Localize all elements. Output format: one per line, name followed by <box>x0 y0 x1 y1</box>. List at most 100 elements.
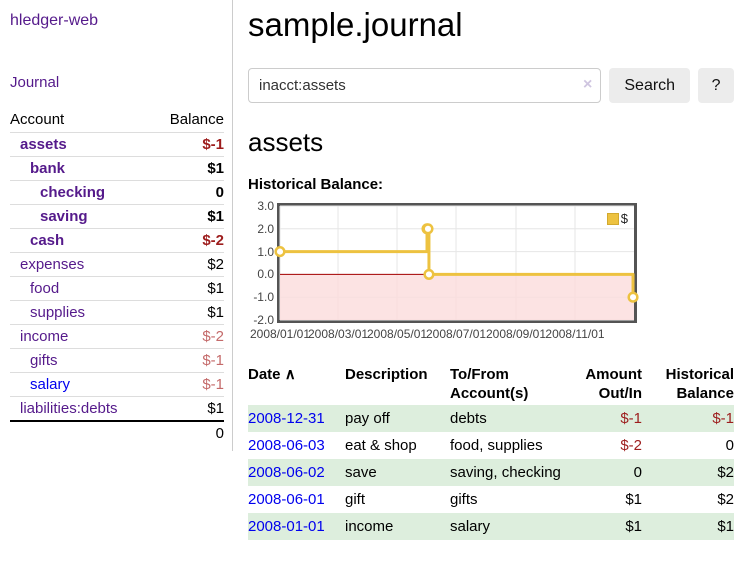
header-description: Description <box>345 366 428 383</box>
account-link[interactable]: expenses <box>20 256 85 273</box>
transaction-row: 2008-06-02 save saving, checking 0 $2 <box>248 459 734 486</box>
header-balance: Historical Balance <box>665 366 734 402</box>
y-axis-tick-label: 3.0 <box>257 199 274 213</box>
y-axis-tick-label: 1.0 <box>257 244 274 259</box>
sidebar-account-row: bank $1 <box>10 156 224 180</box>
search-help-button[interactable]: ? <box>698 68 734 103</box>
account-balance: $-2 <box>202 328 224 345</box>
account-balance: $1 <box>207 304 224 321</box>
search-form: × Search ? <box>248 68 734 103</box>
header-date[interactable]: Date ∧ <box>248 366 296 383</box>
transaction-balance: $-1 <box>712 410 734 427</box>
account-link[interactable]: saving <box>40 208 88 225</box>
chart-plot-area: $ <box>274 203 639 323</box>
account-heading: assets <box>248 127 324 157</box>
account-link[interactable]: cash <box>30 232 65 249</box>
transactions-header-row: Date ∧ Description To/From Account(s) Am… <box>248 363 734 405</box>
historical-balance-chart: $ 3.0 2.0 1.0 0.0 -1.0 -2.0 2008/01/01 2008/03/… <box>248 198 734 343</box>
legend-swatch-icon <box>606 212 619 225</box>
sidebar-account-row: checking 0 <box>10 180 224 204</box>
sidebar-account-row: food $1 <box>10 276 224 300</box>
account-link[interactable]: checking <box>40 184 106 201</box>
transaction-row: 2008-06-03 eat & shop food, supplies $-2 0 <box>248 432 734 459</box>
sidebar-account-row: assets $-1 <box>10 132 224 156</box>
transaction-amount: $1 <box>625 491 642 508</box>
transaction-amount: $-1 <box>620 410 642 427</box>
transaction-row: 2008-12-31 pay off debts $-1 $-1 <box>248 405 734 432</box>
transaction-accounts: food, supplies <box>450 437 543 454</box>
x-axis-tick-label: 2008/11/01 <box>545 327 605 341</box>
sidebar-account-row: salary $-1 <box>10 372 224 396</box>
account-balance: $1 <box>207 280 224 297</box>
account-balance: $2 <box>207 256 224 273</box>
chart-title: Historical Balance: <box>248 176 384 193</box>
sidebar-account-row: supplies $1 <box>10 300 224 324</box>
app-brand-link[interactable]: hledger-web <box>10 12 99 29</box>
transaction-accounts: gifts <box>450 491 478 508</box>
account-link[interactable]: gifts <box>30 352 58 369</box>
account-link[interactable]: bank <box>30 160 66 177</box>
transaction-balance: $1 <box>717 518 734 535</box>
account-link[interactable]: salary <box>30 376 71 393</box>
transaction-row: 2008-06-01 gift gifts $1 $2 <box>248 486 734 513</box>
sidebar: hledger-web Journal Account Balance asse… <box>0 0 233 451</box>
legend-label: $ <box>620 211 628 226</box>
transaction-accounts: debts <box>450 410 487 427</box>
transaction-balance: $2 <box>717 464 734 481</box>
accounts-table: Account Balance assets $-1 bank $1 checking 0… <box>10 108 224 445</box>
transaction-amount: 0 <box>633 464 642 481</box>
y-axis-tick-label: -1.0 <box>253 290 274 305</box>
transaction-row: 2008-01-01 income salary $1 $1 <box>248 513 734 540</box>
x-axis-tick-label: 2008/09/01 <box>485 327 547 341</box>
account-balance: $-1 <box>202 376 224 393</box>
account-link[interactable]: food <box>30 280 60 297</box>
accounts-header-balance: Balance <box>169 111 224 128</box>
account-balance: 0 <box>215 184 224 201</box>
account-link[interactable]: assets <box>20 136 67 153</box>
account-balance: $-2 <box>202 232 224 249</box>
transaction-description: eat & shop <box>345 437 417 454</box>
x-axis-tick-label: 2008/05/01 <box>367 327 428 341</box>
transaction-amount: $-2 <box>620 437 642 454</box>
transaction-date-link[interactable]: 2008-06-03 <box>248 437 325 454</box>
transactions-table: Date ∧ Description To/From Account(s) Am… <box>248 363 734 540</box>
y-axis-tick-label: -2.0 <box>253 313 274 327</box>
sidebar-account-row: gifts $-1 <box>10 348 224 372</box>
clear-search-icon[interactable]: × <box>583 76 593 93</box>
transaction-date-link[interactable]: 2008-06-02 <box>248 464 325 481</box>
header-accounts: To/From Account(s) <box>450 366 529 402</box>
sidebar-account-row: income $-2 <box>10 324 224 348</box>
account-link[interactable]: supplies <box>30 304 86 321</box>
chart-legend: $ <box>604 210 630 227</box>
header-amount: Amount Out/In <box>585 366 642 402</box>
chart-canvas <box>274 205 639 321</box>
transaction-description: save <box>345 464 377 481</box>
transaction-date-link[interactable]: 2008-06-01 <box>248 491 325 508</box>
x-axis-tick-label: 2008/01/01 <box>249 327 311 341</box>
transaction-accounts: salary <box>450 518 491 535</box>
account-link[interactable]: income <box>20 328 69 345</box>
transaction-balance: 0 <box>725 437 734 454</box>
transaction-balance: $2 <box>717 491 734 508</box>
y-axis-tick-label: 0.0 <box>257 267 274 282</box>
nav-journal-link[interactable]: Journal <box>10 74 60 91</box>
sidebar-account-row: liabilities:debts $1 <box>10 396 224 420</box>
transaction-date-link[interactable]: 2008-01-01 <box>248 518 325 535</box>
transaction-description: pay off <box>345 410 390 427</box>
transaction-accounts: saving, checking <box>450 464 561 481</box>
search-input[interactable] <box>248 68 602 103</box>
sort-ascending-icon[interactable]: ∧ <box>284 366 296 383</box>
account-link[interactable]: liabilities:debts <box>20 400 118 417</box>
account-balance: $1 <box>207 208 224 225</box>
account-balance: $1 <box>207 400 224 417</box>
search-button[interactable]: Search <box>609 68 691 103</box>
sidebar-account-row: cash $-2 <box>10 228 224 252</box>
transaction-description: gift <box>345 491 366 508</box>
transaction-date-link[interactable]: 2008-12-31 <box>248 410 325 427</box>
transaction-amount: $1 <box>625 518 642 535</box>
account-balance: $-1 <box>202 352 224 369</box>
main-content: sample.journal × Search ? assets Histori… <box>248 0 734 540</box>
account-balance: $1 <box>207 160 224 177</box>
page-title: sample.journal <box>248 6 463 43</box>
sidebar-account-row: saving $1 <box>10 204 224 228</box>
